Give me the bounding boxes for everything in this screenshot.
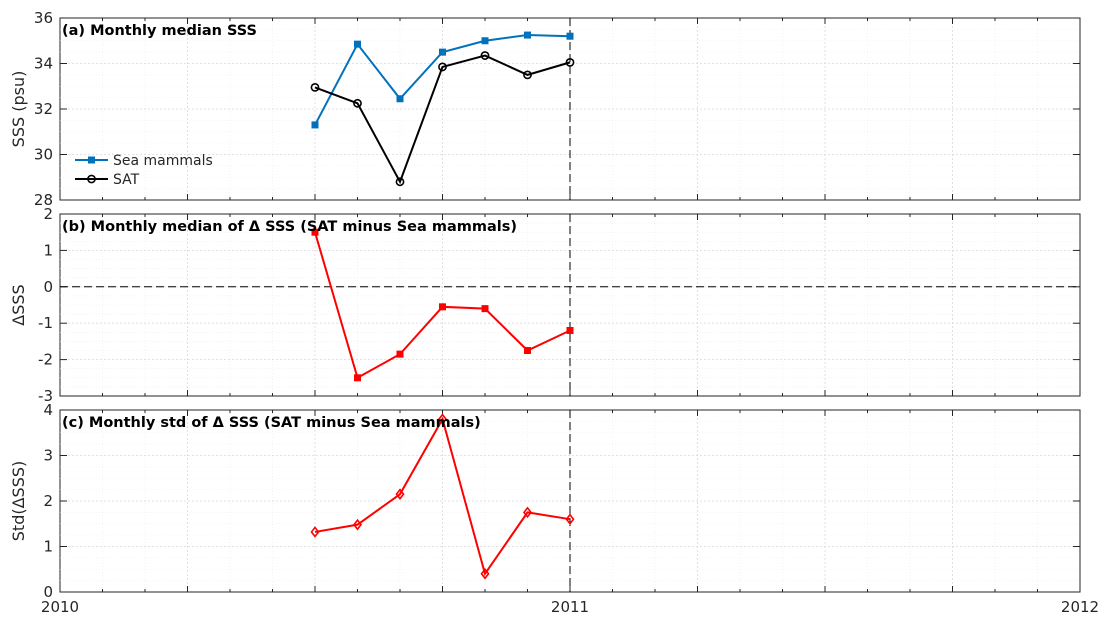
chart-c-y-tick-label: 0 <box>43 583 53 601</box>
chart-a-y-tick-label: 28 <box>34 191 53 209</box>
chart-b-y-tick-label: -1 <box>38 314 53 332</box>
chart-a-series-0-point <box>354 40 361 48</box>
chart-b-y-tick-label: 1 <box>43 241 53 259</box>
chart-a-series-1-point <box>310 82 320 92</box>
chart-b-series-0-point <box>439 303 446 311</box>
chart-b-series-0-point <box>524 347 531 354</box>
chart-a-series-0-point <box>439 48 446 56</box>
chart-a-series-1-point <box>565 57 575 67</box>
chart-c-series-0-point <box>480 567 490 580</box>
chart-a-legend-marker <box>87 174 96 184</box>
chart-b-series-0-point <box>396 350 404 358</box>
chart-c-series-0-line <box>314 416 571 577</box>
chart-b-series-0-point <box>566 326 574 334</box>
chart-a-title: (a) Monthly median SSS <box>62 23 257 39</box>
chart-b-series-0-point <box>481 305 489 313</box>
chart-c-series-0-point <box>395 488 405 500</box>
chart-a-legend-entry: SAT <box>113 172 140 188</box>
chart-c-y-tick-label: 3 <box>43 447 53 465</box>
chart-c-series-0-point <box>437 413 448 425</box>
chart-b-y-axis-label: ΔSSS <box>9 284 28 325</box>
chart-a-y-tick-label: 36 <box>34 9 53 27</box>
chart-a-series-0-point <box>566 32 574 40</box>
chart-a-series-1-point <box>480 51 490 60</box>
chart-c-x-tick-label: 2012 <box>1061 598 1099 616</box>
chart-a-series-0-point <box>524 31 531 39</box>
chart-b-y-tick-label: 0 <box>43 278 53 296</box>
chart-c-y-tick-label: 2 <box>43 492 53 510</box>
chart-c-series-0-point <box>352 518 363 531</box>
chart-a-y-tick-label: 30 <box>34 146 53 164</box>
chart-a-y-tick-label: 34 <box>34 55 53 73</box>
chart-c-y-tick-label: 4 <box>43 401 53 419</box>
chart-a-y-axis-label: SSS (psu) <box>9 71 28 148</box>
chart-c-series-0-point <box>310 526 320 538</box>
chart-c-x-tick-label: 2010 <box>41 598 79 616</box>
chart-a-legend-marker <box>88 156 95 164</box>
chart-c-series-0-point <box>565 513 575 526</box>
chart-a-series-1-point <box>353 98 362 108</box>
chart-a-series-1-line <box>314 54 571 185</box>
chart-c-y-axis-label: Std(ΔSSS) <box>9 461 28 541</box>
chart-b-y-tick-label: -3 <box>38 387 53 405</box>
chart-a-series-0-point <box>311 121 319 129</box>
chart-c-series-0-point <box>522 506 533 519</box>
chart-b-series-0-point <box>354 374 361 382</box>
chart-a-series-1-point <box>523 70 532 80</box>
chart-a-legend-entry: Sea mammals <box>113 153 213 169</box>
chart-a-series-0-point <box>396 95 404 103</box>
chart-b-title: (b) Monthly median of Δ SSS (SAT minus S… <box>62 219 517 235</box>
chart-c-title: (c) Monthly std of Δ SSS (SAT minus Sea … <box>62 415 481 431</box>
chart-c-y-tick-label: 1 <box>43 538 53 556</box>
chart-b-y-tick-label: 2 <box>43 205 53 223</box>
chart-a-series-1-point <box>395 177 405 187</box>
chart-a-series-0-point <box>481 37 489 45</box>
chart-b-series-0-point <box>311 228 319 236</box>
chart-a-y-tick-label: 32 <box>34 100 53 118</box>
chart-c-x-tick-label: 2011 <box>551 598 589 616</box>
chart-a-series-1-point <box>438 62 447 72</box>
chart-b-y-tick-label: -2 <box>38 351 53 369</box>
